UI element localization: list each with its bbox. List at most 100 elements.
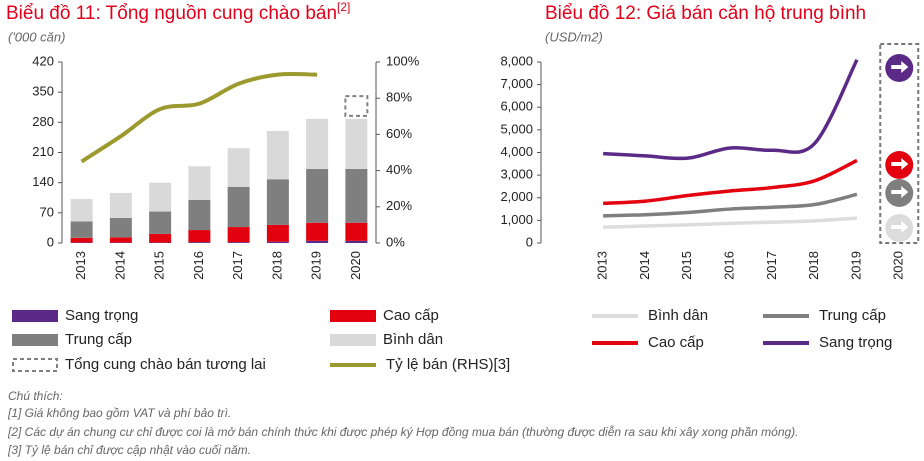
y2-tick-label: 40% — [386, 162, 412, 177]
legend-label: Trung cấp — [819, 307, 886, 324]
bar — [345, 168, 368, 223]
x-tick-label: 2013 — [73, 251, 88, 280]
bar — [344, 95, 369, 117]
legend-label: Tỷ lệ bán (RHS)[3] — [386, 356, 510, 373]
line-series — [80, 72, 318, 164]
x-tick-label: 2017 — [230, 251, 245, 280]
y-tick-label: 210 — [32, 144, 54, 159]
x-tick-label: 2016 — [721, 251, 736, 280]
x-tick-label: 2016 — [191, 251, 206, 280]
y-unit: ('000 căn) — [8, 29, 65, 44]
bar — [227, 227, 250, 243]
legend-label: Bình dân — [648, 307, 708, 324]
legend-label: Trung cấp — [65, 331, 132, 348]
bar — [149, 211, 172, 234]
bar — [266, 179, 289, 225]
y2-tick-label: 0% — [386, 234, 405, 249]
bar — [70, 221, 93, 238]
bar — [306, 118, 329, 169]
x-tick-label: 2018 — [269, 251, 284, 280]
chart-title: Biểu đồ 11: Tổng nguồn cung chào bán[2] — [6, 0, 350, 24]
x-tick-label: 2015 — [679, 251, 694, 280]
bar — [109, 237, 132, 243]
note: [3] Tỷ lệ bán chỉ được cập nhật vào cuối… — [7, 443, 251, 457]
y2-tick-label: 20% — [386, 198, 412, 213]
bar — [109, 218, 132, 238]
y-tick-label: 3,000 — [500, 167, 533, 182]
note: [2] Các dự án chung cư chỉ được coi là m… — [7, 424, 799, 439]
bar — [227, 242, 250, 243]
y-tick-label: 8,000 — [500, 53, 533, 68]
future-box — [879, 43, 920, 244]
bar — [70, 199, 93, 222]
note: [1] Giá không bao gồm VAT và phí bảo trì… — [7, 406, 231, 420]
y2-tick-label: 60% — [386, 126, 412, 141]
legend-label: Bình dân — [383, 331, 443, 348]
y2-tick-label: 100% — [386, 53, 420, 68]
legend-label: Cao cấp — [383, 307, 439, 324]
title-note: [2] — [337, 0, 350, 14]
bar — [188, 166, 211, 200]
bar — [227, 148, 250, 187]
y-tick-label: 6,000 — [500, 99, 533, 114]
bar — [188, 230, 211, 243]
bar — [188, 199, 211, 231]
legend-label: Cao cấp — [648, 334, 704, 351]
y-tick-label: 2,000 — [500, 189, 533, 204]
bar — [345, 118, 368, 169]
y-tick-label: 7,000 — [500, 76, 533, 91]
line-series — [603, 158, 858, 206]
chart-title: Biểu đồ 12: Giá bán căn hộ trung bình — [545, 3, 866, 24]
bar — [306, 240, 329, 243]
legend-swatch — [12, 334, 58, 346]
bar — [266, 241, 289, 243]
title-text: Biểu đồ 11: Tổng nguồn cung chào bán — [6, 3, 337, 24]
legend-swatch — [330, 334, 376, 346]
bar — [345, 222, 368, 241]
x-tick-label: 2019 — [309, 251, 324, 280]
y-tick-label: 0 — [526, 234, 533, 249]
x-tick-label: 2020 — [348, 251, 363, 280]
y-tick-label: 0 — [47, 234, 54, 249]
bar — [70, 237, 93, 243]
bar — [306, 222, 329, 241]
line-series — [603, 216, 858, 229]
x-tick-label: 2015 — [152, 251, 167, 280]
x-tick-label: 2014 — [637, 251, 652, 280]
bar — [188, 242, 211, 243]
bar — [109, 193, 132, 219]
trend-arrow — [891, 158, 909, 170]
bar — [266, 130, 289, 180]
legend-label: Sang trọng — [819, 334, 892, 351]
legend-swatch — [330, 310, 376, 322]
y-tick-label: 350 — [32, 84, 54, 99]
y-unit: (USD/m2) — [545, 29, 603, 44]
x-tick-label: 2017 — [764, 251, 779, 280]
y-tick-label: 70 — [40, 204, 54, 219]
bar — [266, 224, 289, 242]
legend-label: Tổng cung chào bán tương lai — [65, 356, 266, 373]
trend-arrow — [891, 186, 909, 198]
y-tick-label: 140 — [32, 174, 54, 189]
legend-swatch — [12, 310, 58, 322]
note-label: Chú thích: — [8, 389, 63, 403]
legend-label: Sang trọng — [65, 307, 138, 324]
x-tick-label: 2018 — [806, 251, 821, 280]
legend-swatch — [12, 358, 58, 372]
line-series — [603, 58, 859, 161]
y-tick-label: 1,000 — [500, 212, 533, 227]
x-tick-label: 2014 — [112, 251, 127, 280]
bar — [227, 186, 250, 228]
x-tick-label: 2019 — [848, 251, 863, 280]
y-tick-label: 5,000 — [500, 121, 533, 136]
x-tick-label: 2020 — [891, 251, 906, 280]
bar — [345, 240, 368, 243]
bar — [306, 168, 329, 223]
line-series — [603, 192, 858, 218]
trend-arrow — [891, 221, 909, 233]
bar — [149, 182, 172, 212]
y-tick-label: 4,000 — [500, 144, 533, 159]
y-tick-label: 280 — [32, 114, 54, 129]
y2-tick-label: 80% — [386, 90, 412, 105]
